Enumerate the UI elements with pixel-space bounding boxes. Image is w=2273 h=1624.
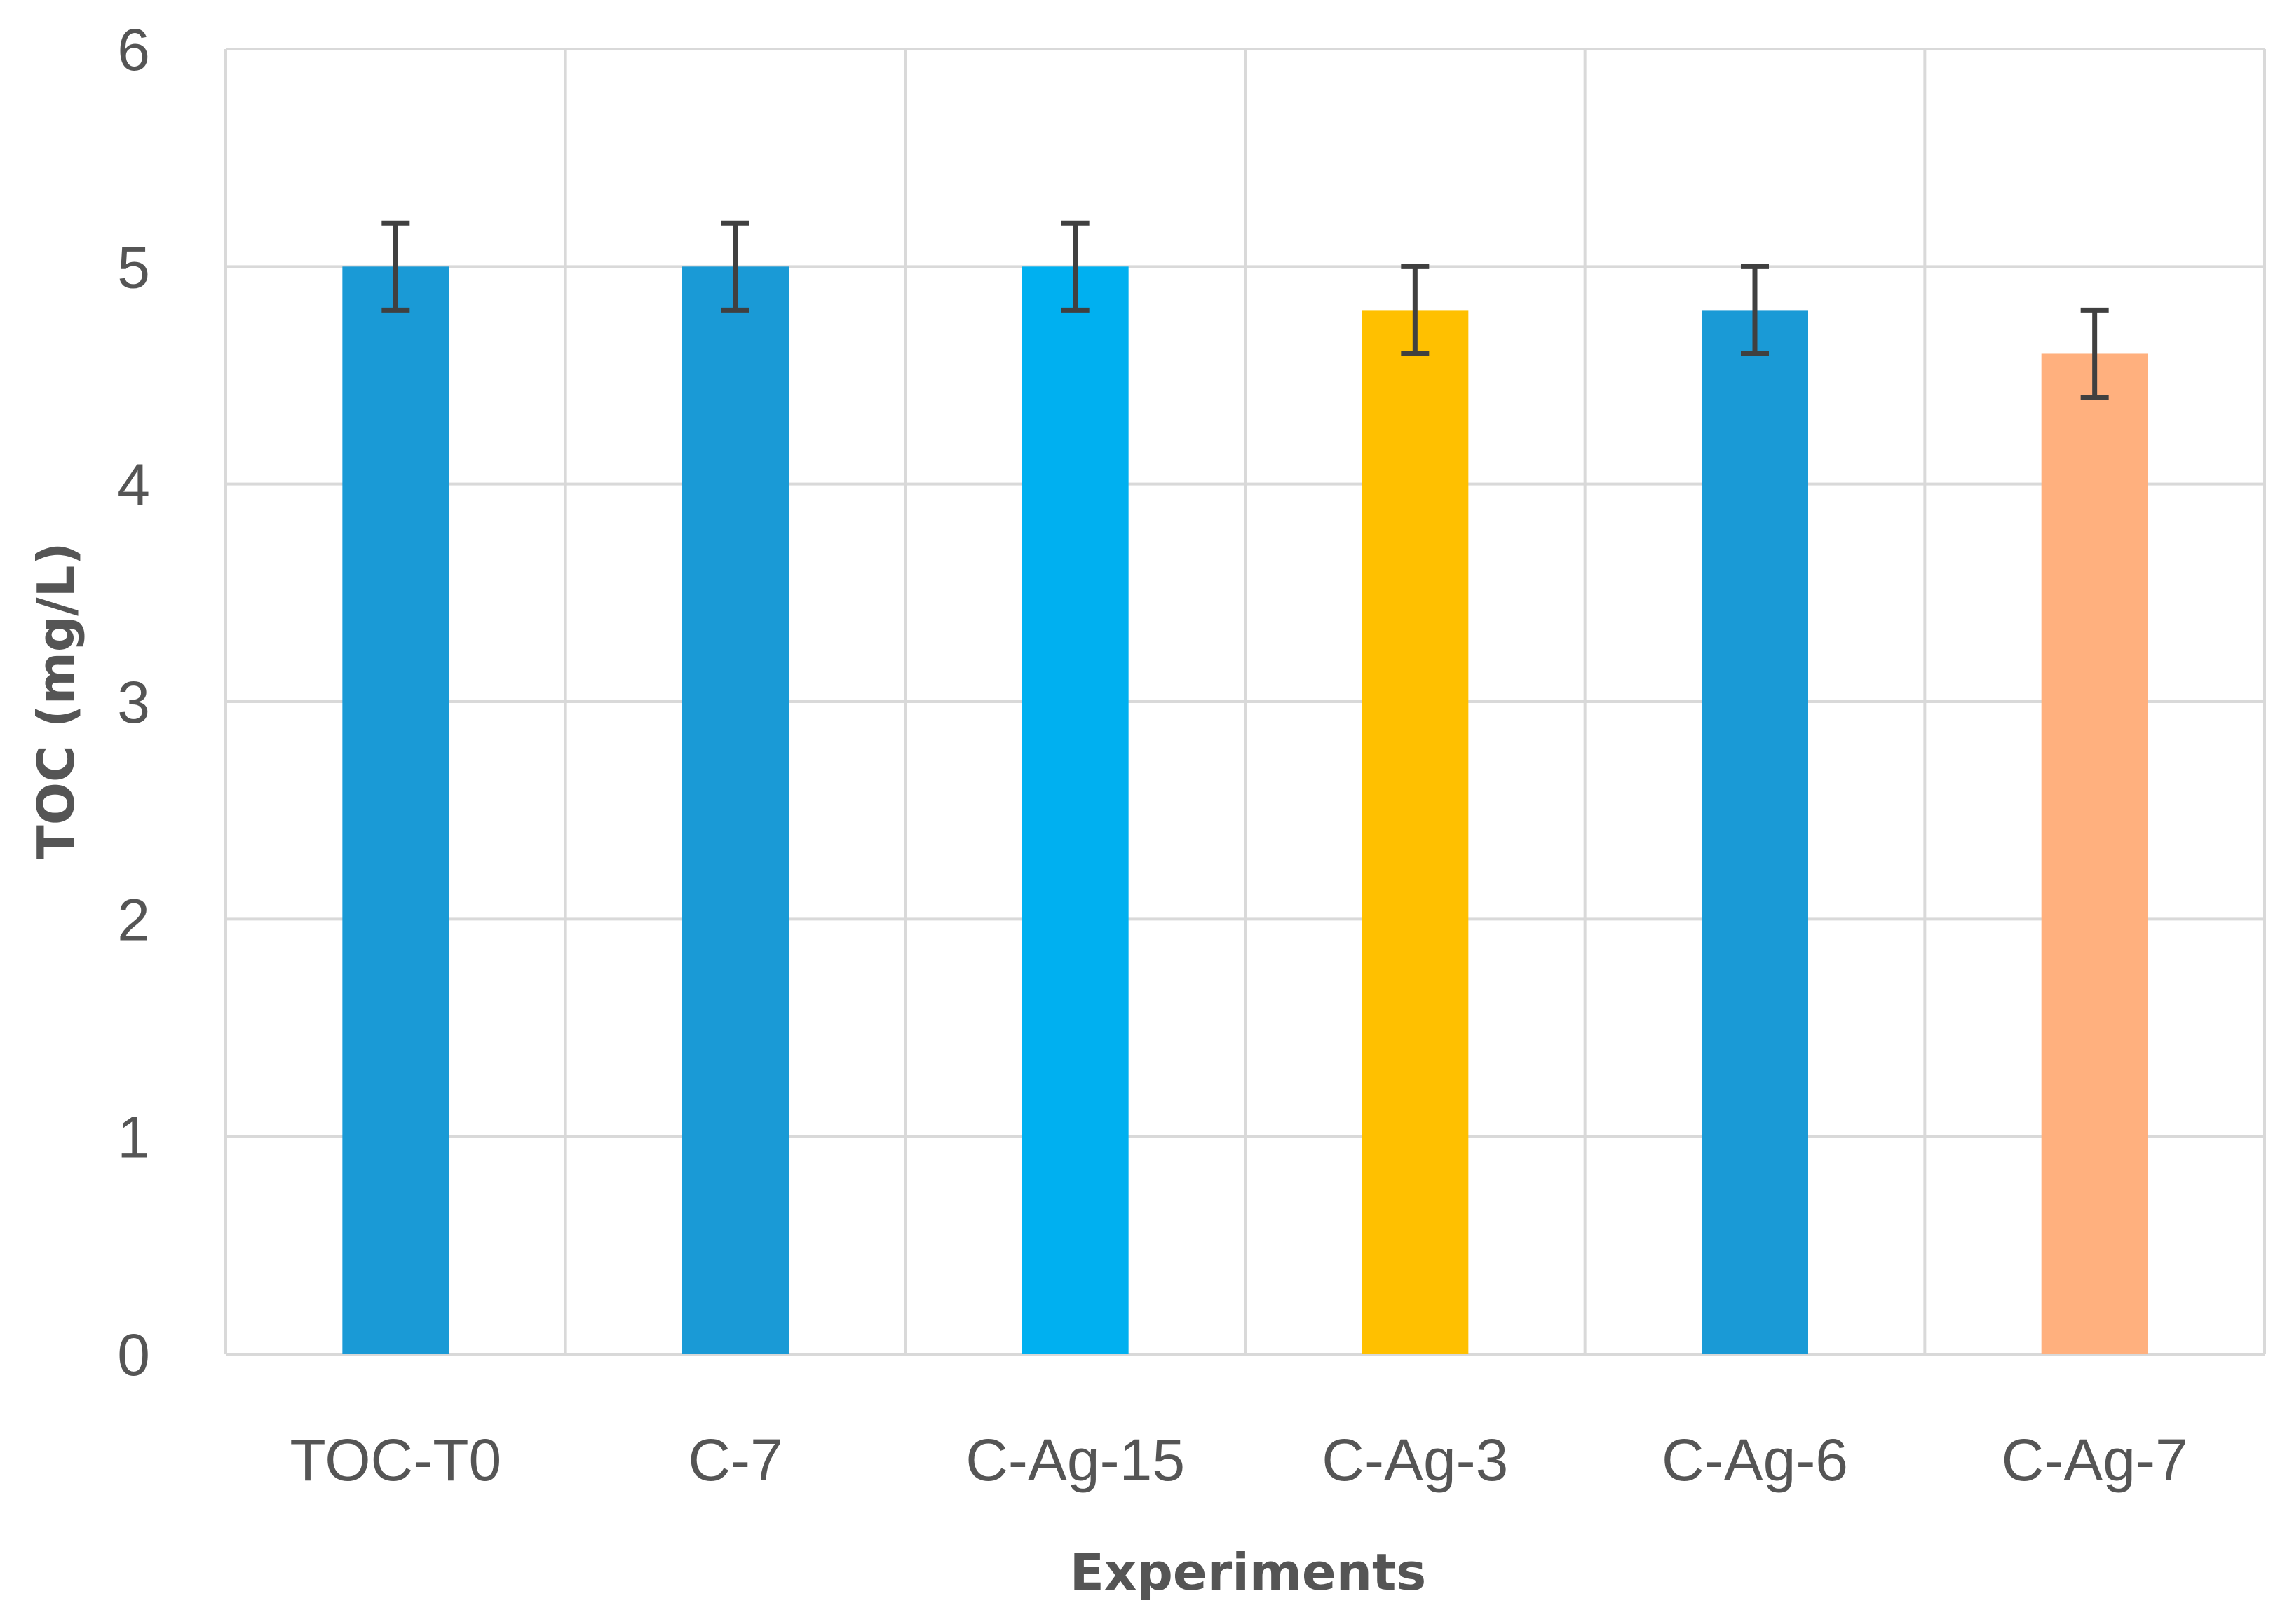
y-tick-label: 1	[117, 1105, 150, 1171]
bar	[342, 266, 449, 1354]
x-axis-title: Experiments	[1070, 1543, 1427, 1602]
y-tick-label: 2	[117, 887, 150, 953]
y-tick-label: 0	[117, 1322, 150, 1388]
error-bars	[381, 220, 2109, 400]
gridlines	[224, 48, 2266, 1356]
x-tick-label: C-7	[688, 1427, 782, 1493]
x-tick-label: TOC-T0	[290, 1427, 501, 1493]
y-tick-label: 4	[117, 452, 150, 518]
y-tick-labels: 0 1 2 3 4 5 6	[117, 17, 150, 1388]
bar	[1022, 266, 1129, 1354]
bar	[682, 266, 789, 1354]
bar	[2041, 353, 2148, 1354]
x-tick-label: C-Ag-6	[1662, 1427, 1848, 1493]
x-tick-label: C-Ag-15	[965, 1427, 1185, 1493]
x-tick-label: C-Ag-3	[1322, 1427, 1508, 1493]
x-tick-labels: TOC-T0 C-7 C-Ag-15 C-Ag-3 C-Ag-6 C-Ag-7	[290, 1427, 2187, 1493]
x-tick-label: C-Ag-7	[2002, 1427, 2188, 1493]
bars	[342, 266, 2148, 1354]
y-tick-label: 3	[117, 669, 150, 735]
bar	[1702, 310, 1808, 1354]
y-tick-label: 6	[117, 17, 150, 83]
bar	[1362, 310, 1469, 1354]
y-axis-title: TOC (mg/L)	[27, 543, 86, 860]
y-tick-label: 5	[117, 234, 150, 300]
